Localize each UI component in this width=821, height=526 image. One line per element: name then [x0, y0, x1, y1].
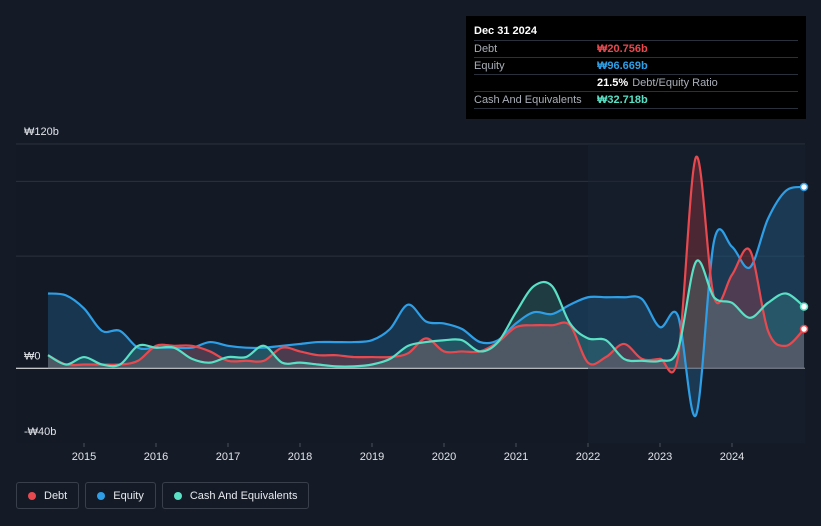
endpoint-cash-and-equivalents [799, 302, 809, 311]
recent-period-shade [588, 144, 805, 443]
series-areas [48, 156, 804, 417]
line-cash-and-equivalents [47, 259, 805, 368]
area-debt [48, 156, 804, 373]
grid [16, 143, 805, 443]
y-tick-label: -₩40b [24, 426, 56, 438]
legend-dot-icon [97, 491, 106, 500]
legend: Debt Equity Cash And Equivalents [16, 482, 310, 509]
area-cash-and-equivalents [48, 260, 804, 369]
tooltip-panel: Dec 31 2024 Debt ₩20.756b Equity ₩96.669b 21… [466, 16, 806, 119]
series-endpoints [799, 182, 809, 334]
tooltip-date: Dec 31 2024 [474, 23, 798, 41]
legend-item-cash-and-equivalents[interactable]: Cash And Equivalents [161, 482, 310, 509]
tooltip-value: ₩96.669b [597, 60, 648, 72]
tooltip-label [474, 75, 597, 91]
x-tick-label: 2022 [576, 451, 600, 463]
tooltip-label: Debt [474, 43, 498, 55]
tooltip-label: Cash And Equivalents [474, 94, 582, 106]
x-tick-label: 2018 [288, 451, 312, 463]
debt-equity-chart: ₩120b ₩0 -₩40b 2015 2016 2017 2018 2019 2020 2021… [16, 126, 809, 463]
tooltip-row: Cash And Equivalents ₩32.718b [474, 92, 798, 109]
legend-label: Debt [44, 489, 68, 502]
tooltip-row: 21.5% Debt/Equity Ratio [474, 75, 798, 92]
legend-item-equity[interactable]: Equity [85, 482, 156, 509]
x-tick-label: 2021 [504, 451, 528, 463]
x-tick-label: 2024 [720, 451, 744, 463]
x-tick-label: 2016 [144, 451, 168, 463]
y-tick-label: ₩120b [24, 126, 59, 138]
tooltip-value: ₩20.756b [597, 43, 648, 55]
tooltip-row: Equity ₩96.669b [474, 58, 798, 75]
tooltip-value: ₩32.718b [597, 94, 648, 106]
y-tick-label: ₩0 [24, 350, 41, 362]
legend-label: Equity [113, 489, 144, 502]
tooltip-row: Debt ₩20.756b [474, 41, 798, 58]
legend-item-debt[interactable]: Debt [16, 482, 80, 509]
endpoint-equity [799, 182, 809, 192]
tooltip-label: Equity [474, 60, 505, 72]
legend-label: Cash And Equivalents [189, 489, 298, 502]
x-tick-label: 2023 [648, 451, 672, 463]
area-equity [48, 186, 804, 417]
tooltip-value: 21.5% [597, 77, 629, 89]
legend-dot-icon [28, 491, 36, 500]
series-lines [47, 155, 805, 418]
x-tick-label: 2020 [432, 451, 456, 463]
x-tick-label: 2019 [360, 451, 384, 463]
axis-ticks: ₩120b ₩0 -₩40b 2015 2016 2017 2018 2019 2020 2021… [24, 126, 744, 463]
endpoint-debt [799, 324, 809, 334]
x-tick-label: 2015 [72, 451, 96, 463]
line-debt [47, 155, 805, 374]
legend-dot-icon [173, 491, 182, 500]
tooltip-ratio-label: Debt/Equity Ratio [632, 77, 718, 89]
x-tick-label: 2017 [216, 451, 240, 463]
